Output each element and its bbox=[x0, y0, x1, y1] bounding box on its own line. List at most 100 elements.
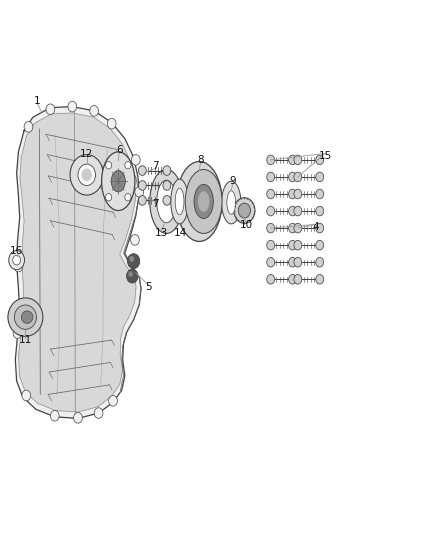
Ellipse shape bbox=[150, 169, 183, 233]
Circle shape bbox=[81, 168, 92, 181]
Text: 16: 16 bbox=[10, 246, 23, 255]
Text: 10: 10 bbox=[240, 220, 253, 230]
Circle shape bbox=[74, 413, 82, 423]
Circle shape bbox=[163, 196, 171, 205]
Text: 15: 15 bbox=[318, 151, 332, 160]
Circle shape bbox=[289, 257, 297, 267]
Circle shape bbox=[128, 271, 133, 277]
Text: 1: 1 bbox=[34, 96, 41, 106]
Circle shape bbox=[131, 235, 139, 245]
Circle shape bbox=[267, 223, 275, 233]
Circle shape bbox=[267, 172, 275, 182]
Circle shape bbox=[316, 172, 324, 182]
Circle shape bbox=[289, 155, 297, 165]
Ellipse shape bbox=[157, 180, 176, 223]
Circle shape bbox=[46, 104, 55, 115]
Polygon shape bbox=[15, 107, 141, 418]
Ellipse shape bbox=[227, 191, 236, 214]
Circle shape bbox=[109, 395, 117, 406]
Circle shape bbox=[316, 206, 324, 216]
Circle shape bbox=[135, 187, 144, 197]
Circle shape bbox=[127, 254, 140, 269]
Circle shape bbox=[289, 223, 297, 233]
Text: 4: 4 bbox=[312, 222, 319, 231]
Text: 5: 5 bbox=[145, 282, 152, 292]
Ellipse shape bbox=[177, 161, 222, 241]
Circle shape bbox=[78, 164, 95, 185]
Circle shape bbox=[131, 155, 140, 165]
Ellipse shape bbox=[111, 171, 125, 192]
Circle shape bbox=[289, 274, 297, 284]
Text: 14: 14 bbox=[174, 229, 187, 238]
Circle shape bbox=[22, 390, 31, 401]
Circle shape bbox=[14, 261, 23, 272]
Ellipse shape bbox=[194, 184, 213, 219]
Ellipse shape bbox=[102, 152, 135, 211]
Ellipse shape bbox=[175, 188, 184, 215]
Text: 13: 13 bbox=[155, 229, 168, 238]
Circle shape bbox=[138, 181, 146, 190]
Circle shape bbox=[267, 240, 275, 250]
Ellipse shape bbox=[198, 191, 209, 212]
Ellipse shape bbox=[222, 181, 241, 224]
Circle shape bbox=[289, 240, 297, 250]
Ellipse shape bbox=[8, 298, 43, 336]
Circle shape bbox=[129, 256, 134, 262]
Circle shape bbox=[294, 189, 302, 199]
Circle shape bbox=[106, 193, 112, 201]
Circle shape bbox=[9, 251, 25, 270]
Ellipse shape bbox=[171, 179, 188, 224]
Circle shape bbox=[294, 206, 302, 216]
Circle shape bbox=[267, 257, 275, 267]
Circle shape bbox=[90, 106, 99, 116]
Circle shape bbox=[106, 161, 112, 169]
Circle shape bbox=[125, 161, 131, 169]
Circle shape bbox=[13, 328, 22, 338]
Circle shape bbox=[316, 257, 324, 267]
Text: 7: 7 bbox=[152, 161, 159, 171]
Circle shape bbox=[238, 203, 251, 218]
Ellipse shape bbox=[185, 169, 222, 233]
Circle shape bbox=[24, 122, 33, 132]
Text: 6: 6 bbox=[116, 146, 123, 155]
Circle shape bbox=[316, 189, 324, 199]
Circle shape bbox=[138, 196, 146, 205]
Circle shape bbox=[316, 155, 324, 165]
Circle shape bbox=[267, 274, 275, 284]
Circle shape bbox=[267, 155, 275, 165]
Text: 9: 9 bbox=[230, 176, 237, 186]
Circle shape bbox=[267, 206, 275, 216]
Ellipse shape bbox=[21, 311, 33, 324]
Circle shape bbox=[294, 172, 302, 182]
Circle shape bbox=[50, 410, 59, 421]
Circle shape bbox=[289, 172, 297, 182]
Circle shape bbox=[68, 101, 77, 112]
Circle shape bbox=[267, 189, 275, 199]
Text: 8: 8 bbox=[197, 155, 204, 165]
Circle shape bbox=[294, 240, 302, 250]
Text: 11: 11 bbox=[19, 335, 32, 345]
Circle shape bbox=[138, 166, 146, 175]
Circle shape bbox=[316, 223, 324, 233]
Circle shape bbox=[125, 193, 131, 201]
Circle shape bbox=[294, 257, 302, 267]
Circle shape bbox=[163, 181, 171, 190]
Circle shape bbox=[70, 155, 103, 195]
Circle shape bbox=[163, 166, 171, 175]
Circle shape bbox=[294, 155, 302, 165]
Circle shape bbox=[107, 118, 116, 129]
Circle shape bbox=[316, 274, 324, 284]
Text: 12: 12 bbox=[80, 149, 93, 158]
Circle shape bbox=[316, 240, 324, 250]
Circle shape bbox=[294, 223, 302, 233]
Circle shape bbox=[289, 206, 297, 216]
Polygon shape bbox=[19, 113, 136, 412]
Circle shape bbox=[13, 255, 21, 265]
Circle shape bbox=[289, 189, 297, 199]
Circle shape bbox=[294, 274, 302, 284]
Ellipse shape bbox=[14, 305, 36, 329]
Circle shape bbox=[94, 408, 103, 418]
Circle shape bbox=[127, 269, 138, 283]
Text: 7: 7 bbox=[152, 199, 159, 208]
Circle shape bbox=[234, 198, 255, 223]
